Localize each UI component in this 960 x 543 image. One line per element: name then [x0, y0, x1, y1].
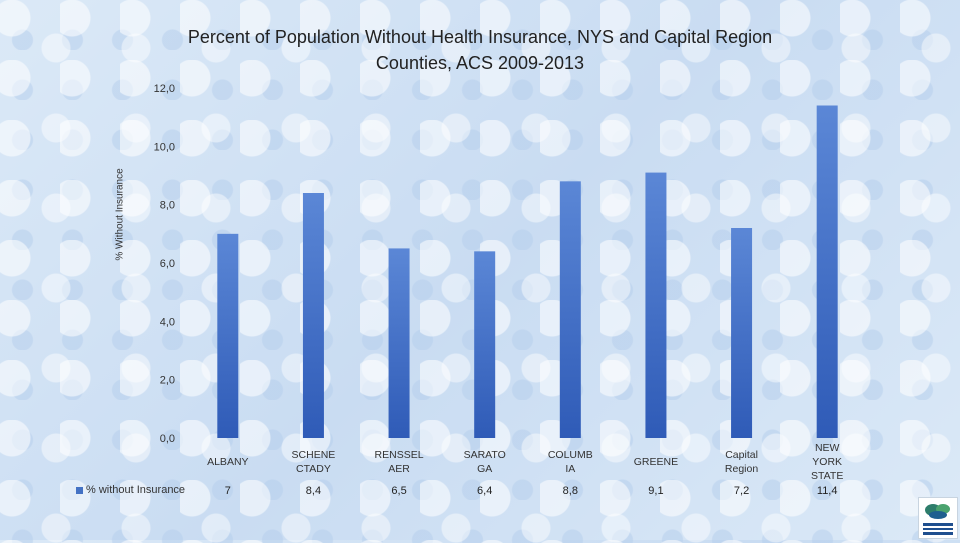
data-label: 9,1	[648, 485, 664, 497]
category-label-line: YORK	[812, 456, 843, 468]
y-tick-label: 0,0	[160, 433, 175, 445]
category-label: SCHENE CTADY	[273, 448, 353, 476]
healthy-initiative-logo	[918, 497, 958, 539]
category-label-line: COLUMB	[547, 449, 593, 461]
data-label: 7	[224, 485, 231, 497]
y-tick-label: 10,0	[154, 141, 175, 153]
category-label-line: GREENE	[633, 456, 679, 468]
data-label: 8,8	[562, 485, 578, 497]
category-label-line: STATE	[811, 470, 844, 482]
bar	[816, 105, 838, 438]
data-label: 6,4	[477, 485, 493, 497]
category-label-line: SARATO	[463, 449, 506, 461]
chart-title-line-1: Percent of Population Without Health Ins…	[187, 27, 773, 47]
category-label: SARATO GA	[445, 448, 525, 476]
category-label-line: GA	[477, 463, 493, 475]
y-tick-label: 2,0	[160, 375, 175, 387]
bar	[388, 248, 410, 438]
legend-swatch	[76, 486, 83, 494]
y-tick-label: 12,0	[154, 83, 175, 95]
y-tick-label: 8,0	[160, 200, 175, 212]
legend-label: % without Insurance	[86, 484, 186, 496]
data-label: 7,2	[733, 485, 750, 497]
category-label-line: NEW	[814, 442, 840, 454]
category-label-line: AER	[388, 463, 410, 475]
category-label-line: ALBANY	[207, 456, 249, 468]
bar	[559, 181, 581, 439]
category-label: COLUMB IA	[530, 448, 610, 476]
bar	[217, 233, 239, 438]
category-label-line: IA	[565, 463, 576, 475]
data-label: 8,4	[305, 485, 322, 497]
data-label: 11,4	[816, 485, 838, 497]
category-label: GREENE	[616, 455, 696, 469]
y-tick-label: 4,0	[160, 316, 175, 328]
chart-title: Percent of Population Without Health Ins…	[120, 24, 840, 76]
logo-icon	[923, 504, 953, 535]
category-label: ALBANY	[188, 455, 268, 469]
bar	[474, 251, 496, 438]
category-label-line: CTADY	[296, 463, 331, 475]
category-label: RENSSEL AER	[359, 448, 439, 476]
y-tick-label: 6,0	[160, 258, 175, 270]
legend: % without Insurance	[76, 484, 185, 496]
chart-title-line-2: Counties, ACS 2009-2013	[375, 53, 585, 73]
category-label-line: Region	[724, 463, 759, 475]
category-label-line: Capital	[725, 449, 758, 461]
bar	[302, 193, 324, 438]
category-label: Capital Region	[702, 448, 782, 476]
category-label-line: RENSSEL	[374, 449, 424, 461]
data-label: 6,5	[391, 485, 407, 497]
category-label-line: SCHENE	[291, 449, 336, 461]
bar	[731, 228, 753, 438]
bar	[645, 172, 667, 439]
category-label: NEW YORK STATE	[787, 441, 867, 483]
